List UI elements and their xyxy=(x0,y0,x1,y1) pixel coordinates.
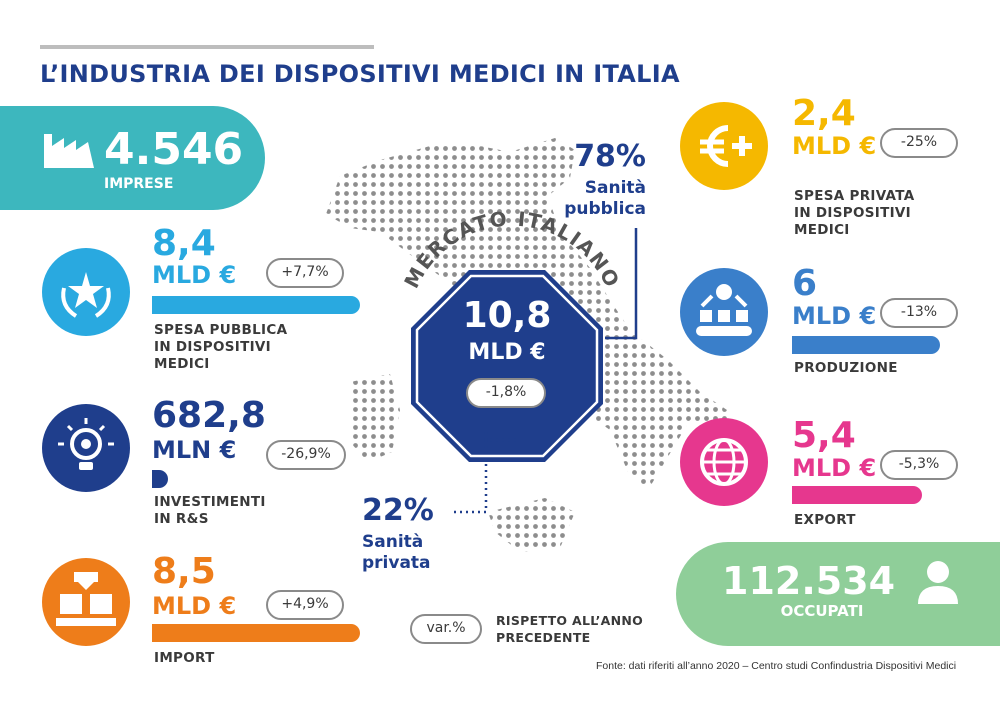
produzione-unit: MLD € xyxy=(792,302,877,330)
import-bar xyxy=(152,624,360,642)
legend-pill: var.% xyxy=(410,614,482,644)
privata-percent: 22% xyxy=(362,493,434,528)
mercato-unit: MLD € xyxy=(468,340,546,365)
mercato-value: 10,8 xyxy=(462,295,552,336)
export-value: 5,4 xyxy=(792,415,856,456)
spesa-pubblica-change-pill: +7,7% xyxy=(266,258,344,288)
spesa-privata-unit: MLD € xyxy=(792,132,877,160)
top-rule xyxy=(40,45,374,49)
production-line-icon xyxy=(696,284,752,336)
spesa-pubblica-unit: MLD € xyxy=(152,261,237,289)
mercato-octagon xyxy=(411,270,603,462)
export-bar xyxy=(792,486,922,504)
investimenti-change-pill: -26,9% xyxy=(266,440,346,470)
spesa-privata-change-pill: -25% xyxy=(880,128,958,158)
person-icon xyxy=(918,561,958,604)
mercato-change-pill: -1,8% xyxy=(466,378,546,408)
import-change-pill: +4,9% xyxy=(266,590,344,620)
export-label: EXPORT xyxy=(794,512,856,528)
import-unit: MLD € xyxy=(152,592,237,620)
pubblica-label: Sanità pubblica xyxy=(564,178,646,219)
investimenti-label: INVESTIMENTI IN R&S xyxy=(154,494,266,527)
privata-label: Sanità privata xyxy=(362,532,431,573)
investimenti-unit: MLN € xyxy=(152,436,237,464)
page-title: L’INDUSTRIA DEI DISPOSITIVI MEDICI IN IT… xyxy=(40,60,680,88)
lightbulb-gear-icon xyxy=(58,418,114,470)
factory-icon xyxy=(44,134,94,168)
produzione-change-pill: -13% xyxy=(880,298,958,328)
export-unit: MLD € xyxy=(792,454,877,482)
produzione-label: PRODUZIONE xyxy=(794,360,898,376)
import-label: IMPORT xyxy=(154,650,215,666)
globe-icon xyxy=(700,438,748,486)
pubblica-percent: 78% xyxy=(574,139,646,174)
occupati-value: 112.534 xyxy=(722,559,896,603)
spesa-pubblica-value: 8,4 xyxy=(152,223,216,264)
legend-text: RISPETTO ALL’ANNO PRECEDENTE xyxy=(496,613,644,645)
spesa-pubblica-bar xyxy=(152,296,360,314)
produzione-bar xyxy=(792,336,940,354)
imprese-label: IMPRESE xyxy=(104,176,174,192)
laurel-star-icon xyxy=(61,272,111,318)
investimenti-value: 682,8 xyxy=(152,395,266,436)
export-change-pill: -5,3% xyxy=(880,450,958,480)
boxes-download-icon xyxy=(56,572,116,626)
investimenti-bar xyxy=(152,470,168,488)
euro-plus-icon xyxy=(700,125,752,167)
produzione-value: 6 xyxy=(792,263,818,304)
spesa-privata-circle xyxy=(680,102,768,190)
source-note: Fonte: dati riferiti all’anno 2020 – Cen… xyxy=(596,660,957,672)
spesa-privata-value: 2,4 xyxy=(792,93,856,134)
occupati-label: OCCUPATI xyxy=(780,602,864,620)
spesa-privata-label: SPESA PRIVATA IN DISPOSITIVI MEDICI xyxy=(794,188,915,238)
import-value: 8,5 xyxy=(152,551,216,592)
imprese-value: 4.546 xyxy=(104,124,244,175)
spesa-pubblica-label: SPESA PUBBLICA IN DISPOSITIVI MEDICI xyxy=(154,322,288,372)
